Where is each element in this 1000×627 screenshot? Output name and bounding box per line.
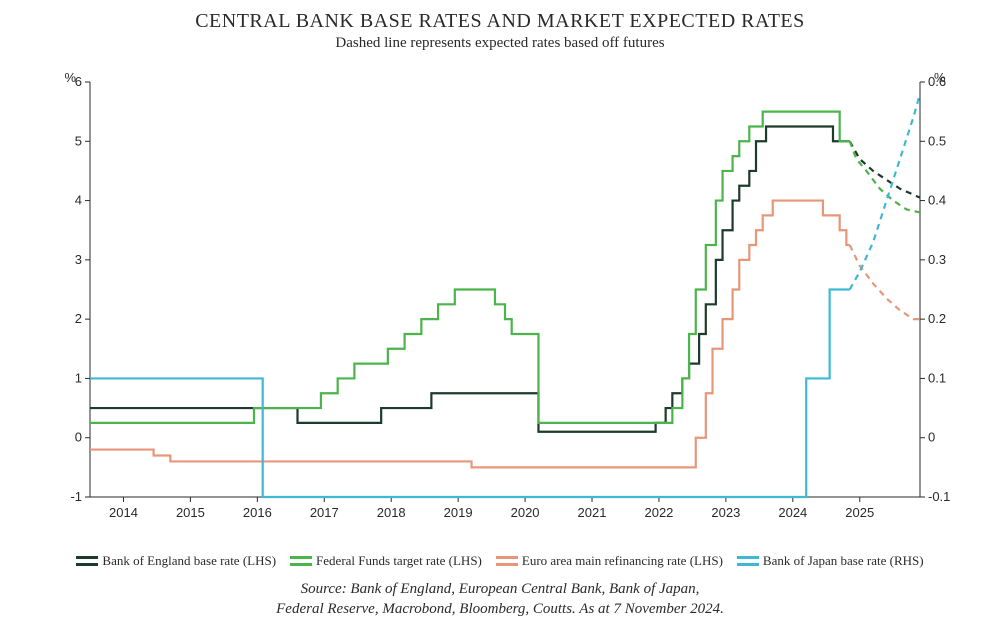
- svg-text:3: 3: [75, 252, 82, 267]
- legend-label: Federal Funds target rate (LHS): [316, 553, 482, 569]
- svg-text:-1: -1: [70, 489, 82, 504]
- svg-text:%: %: [64, 70, 76, 85]
- legend-item: Bank of Japan base rate (RHS): [737, 553, 924, 569]
- svg-text:2014: 2014: [109, 505, 138, 520]
- svg-text:5: 5: [75, 133, 82, 148]
- legend-label: Bank of Japan base rate (RHS): [763, 553, 924, 569]
- svg-text:2018: 2018: [377, 505, 406, 520]
- legend-label: Bank of England base rate (LHS): [102, 553, 276, 569]
- svg-text:1: 1: [75, 370, 82, 385]
- source-text: Source: Bank of England, European Centra…: [0, 579, 1000, 620]
- svg-text:2017: 2017: [310, 505, 339, 520]
- chart-container: CENTRAL BANK BASE RATES AND MARKET EXPEC…: [0, 0, 1000, 627]
- svg-text:2025: 2025: [845, 505, 874, 520]
- source-line-1: Source: Bank of England, European Centra…: [301, 581, 700, 597]
- plot-area: -10123456%-0.100.10.20.30.40.50.6%201420…: [50, 70, 960, 527]
- svg-text:2016: 2016: [243, 505, 272, 520]
- svg-text:0.4: 0.4: [928, 193, 946, 208]
- svg-text:0.1: 0.1: [928, 370, 946, 385]
- svg-text:4: 4: [75, 193, 82, 208]
- legend-item: Bank of England base rate (LHS): [76, 553, 276, 569]
- svg-text:0: 0: [928, 430, 935, 445]
- legend-label: Euro area main refinancing rate (LHS): [522, 553, 723, 569]
- svg-text:2022: 2022: [644, 505, 673, 520]
- svg-text:-0.1: -0.1: [928, 489, 950, 504]
- legend-item: Euro area main refinancing rate (LHS): [496, 553, 723, 569]
- legend-swatch: [496, 556, 518, 566]
- svg-text:0.2: 0.2: [928, 311, 946, 326]
- svg-text:2020: 2020: [511, 505, 540, 520]
- svg-text:0: 0: [75, 430, 82, 445]
- chart-svg: -10123456%-0.100.10.20.30.40.50.6%201420…: [50, 70, 960, 527]
- source-line-2: Federal Reserve, Macrobond, Bloomberg, C…: [276, 601, 724, 617]
- svg-text:2015: 2015: [176, 505, 205, 520]
- legend-swatch: [290, 556, 312, 566]
- svg-text:%: %: [934, 70, 946, 85]
- svg-text:0.5: 0.5: [928, 133, 946, 148]
- legend-swatch: [76, 556, 98, 566]
- legend: Bank of England base rate (LHS) Federal F…: [0, 553, 1000, 569]
- legend-item: Federal Funds target rate (LHS): [290, 553, 482, 569]
- svg-text:2024: 2024: [778, 505, 807, 520]
- legend-swatch: [737, 556, 759, 566]
- chart-subtitle: Dashed line represents expected rates ba…: [0, 35, 1000, 52]
- svg-text:2: 2: [75, 311, 82, 326]
- svg-text:2019: 2019: [444, 505, 473, 520]
- svg-text:0.3: 0.3: [928, 252, 946, 267]
- chart-title: CENTRAL BANK BASE RATES AND MARKET EXPEC…: [0, 0, 1000, 33]
- svg-text:2021: 2021: [578, 505, 607, 520]
- svg-text:2023: 2023: [711, 505, 740, 520]
